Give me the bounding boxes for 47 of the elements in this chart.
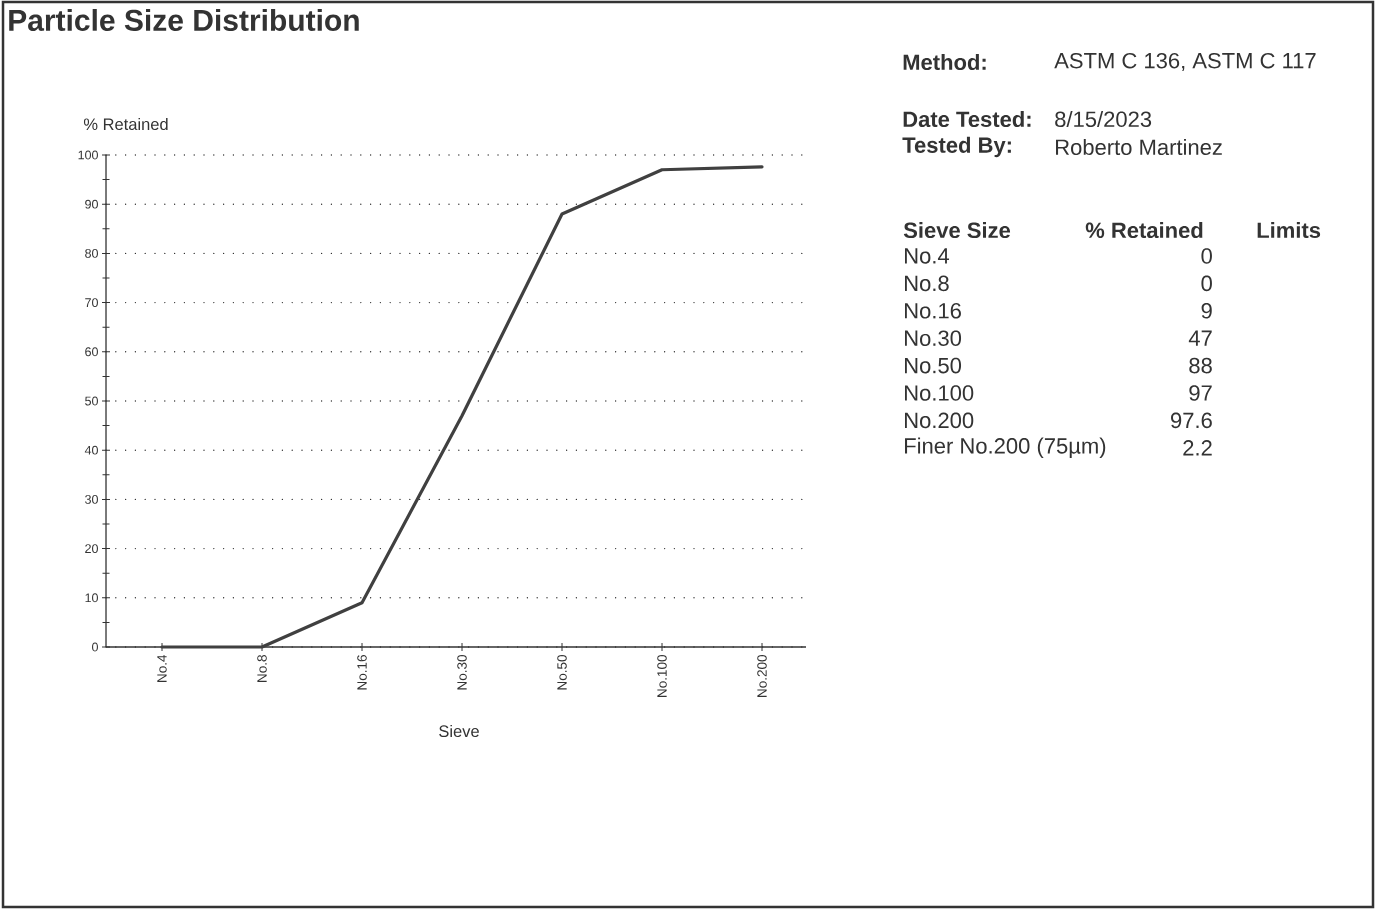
text: 9 bbox=[1201, 302, 1212, 319]
text: ASTM C 136, ASTM C 117 bbox=[1054, 52, 1316, 72]
text: Roberto Martinez bbox=[1056, 138, 1222, 156]
y-tick-label: 20 bbox=[85, 544, 98, 554]
y-tick-label: 60 bbox=[85, 347, 98, 357]
y-tick-label: 100 bbox=[78, 150, 98, 160]
text: Sieve Size bbox=[903, 221, 1011, 239]
text: 8/15/2023 bbox=[1055, 110, 1152, 128]
text: 97.6 bbox=[1171, 412, 1212, 429]
x-tick-label: No.100 bbox=[657, 655, 667, 697]
text: Date Tested: bbox=[903, 110, 1031, 128]
y-tick-label: 30 bbox=[85, 494, 98, 504]
text: No.50 bbox=[905, 357, 962, 374]
y-tick-label: 70 bbox=[85, 298, 98, 308]
y-tick-label: 40 bbox=[84, 445, 98, 455]
text: 2.2 bbox=[1183, 440, 1212, 456]
x-tick-label: No.8 bbox=[257, 655, 267, 682]
x-tick-label: No.16 bbox=[357, 655, 367, 690]
text: Limits bbox=[1257, 221, 1321, 239]
text: % Retained bbox=[1085, 221, 1203, 239]
y-axis-title: % Retained bbox=[83, 117, 168, 131]
text: 88 bbox=[1189, 357, 1212, 374]
y-tick-label: 80 bbox=[85, 248, 98, 258]
chart-title: Particle Size Distribution bbox=[9, 8, 359, 32]
text: No.8 bbox=[905, 275, 949, 292]
text: 0 bbox=[1201, 275, 1212, 292]
x-tick-label: No.4 bbox=[157, 654, 167, 682]
text: No.100 bbox=[905, 385, 974, 401]
text: No.16 bbox=[905, 302, 961, 319]
x-tick-label: No.200 bbox=[757, 655, 767, 697]
text: Tested By: bbox=[902, 136, 1011, 158]
line-series bbox=[160, 165, 764, 649]
text: 0 bbox=[1201, 248, 1212, 264]
text: Method: bbox=[903, 53, 986, 71]
x-tick-label: No.30 bbox=[457, 655, 467, 690]
text: No.4 bbox=[905, 248, 950, 264]
text: No.200 bbox=[905, 412, 974, 429]
y-tick-label: 90 bbox=[85, 199, 98, 209]
y-tick-label: 50 bbox=[85, 396, 98, 406]
text: 47 bbox=[1188, 330, 1212, 346]
text: 97 bbox=[1189, 385, 1212, 401]
text: Finer No.200 (75µm) bbox=[905, 437, 1106, 459]
text: No.30 bbox=[905, 330, 962, 346]
y-tick-label: 10 bbox=[85, 593, 98, 603]
x-axis-title: Sieve bbox=[439, 724, 479, 738]
y-tick-label: 0 bbox=[92, 642, 98, 652]
x-tick-label: No.50 bbox=[557, 655, 567, 690]
